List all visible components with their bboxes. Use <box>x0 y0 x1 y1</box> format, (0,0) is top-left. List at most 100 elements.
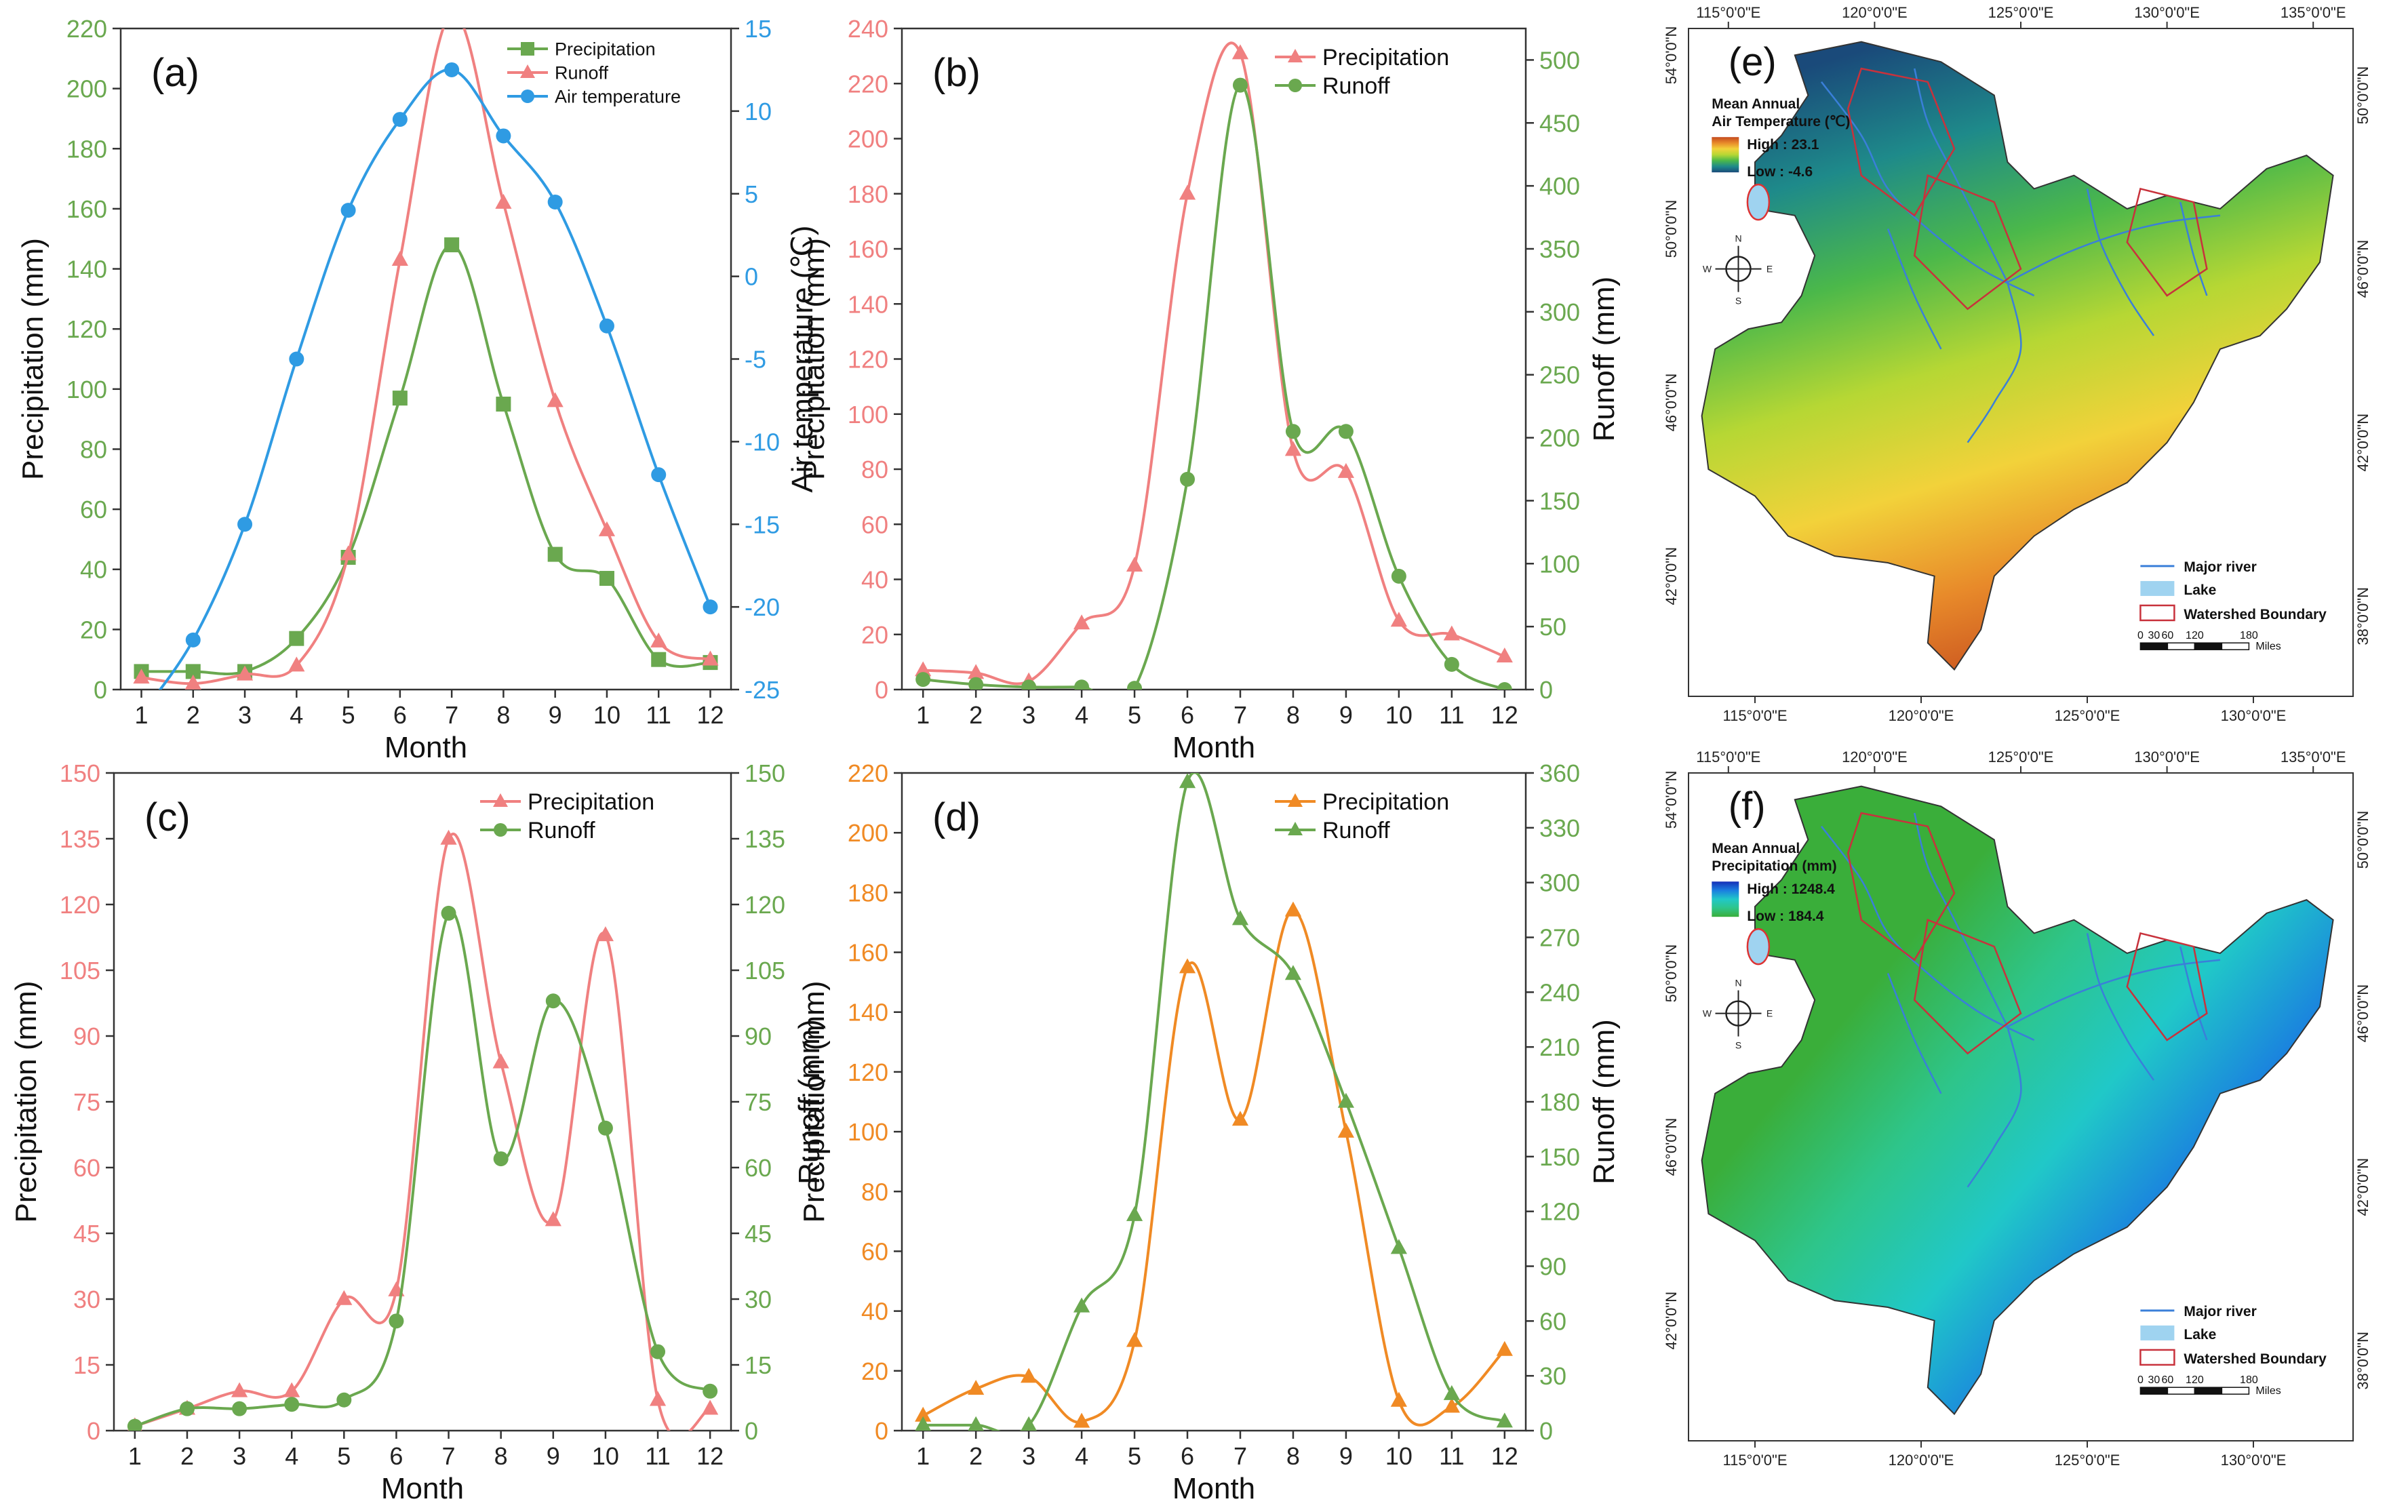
x-tick-label: 7 <box>442 1442 456 1470</box>
river-line <box>2179 946 2208 1041</box>
data-point <box>392 391 408 406</box>
compass-n: N <box>1735 233 1741 244</box>
legend-watershed-label: Watershed Boundary <box>2184 607 2327 622</box>
y-left-tick-label: 220 <box>66 15 107 43</box>
y-left-tick-label: 200 <box>848 819 888 847</box>
y-left-tick-label: 0 <box>875 1417 888 1445</box>
compass-w: W <box>1703 1008 1712 1019</box>
river-line <box>2007 959 2221 1028</box>
x-tick-label: 8 <box>1286 701 1300 729</box>
y-right-tick-label: 240 <box>1539 978 1580 1006</box>
y-left-tick-label: 40 <box>861 1298 888 1326</box>
data-point <box>1338 424 1354 439</box>
map-bottom-tick-label: 130°0'0"E <box>2221 1452 2287 1469</box>
data-point <box>440 829 457 845</box>
y-left-tick-label: 120 <box>848 346 888 374</box>
chart-panel-d: 1 2 3 4 5 6 7 8 9 10 11 120204060801001201401601802… <box>797 759 1621 1505</box>
map-left-tick-label: 54°0'0"N <box>1663 771 1680 829</box>
data-point <box>1126 1206 1143 1221</box>
map-bottom-tick-label: 130°0'0"E <box>2221 707 2287 724</box>
data-point <box>597 1120 613 1136</box>
scale-bar-segment <box>2167 642 2196 650</box>
series-line <box>158 68 712 690</box>
data-point <box>702 1399 719 1415</box>
y-right-tick-label: 60 <box>745 1154 772 1182</box>
y-left-tick-label: 200 <box>848 125 888 153</box>
y-right-tick-label: 90 <box>1539 1253 1566 1281</box>
x-tick-label: 12 <box>1491 701 1518 729</box>
data-point <box>703 599 718 615</box>
legend-swatch-marker <box>521 42 534 56</box>
data-point <box>703 1383 718 1399</box>
map-bottom-tick-label: 115°0'0"E <box>1722 707 1787 724</box>
y-left-tick-label: 80 <box>80 435 107 463</box>
data-point <box>545 1211 561 1227</box>
y-left-tick-label: 150 <box>60 759 100 787</box>
land-area <box>1701 785 2334 1416</box>
map-panel-f: 115°0'0"E 120°0'0"E 125°0'0"E 130°0'0"E 135°… <box>1663 749 2371 1469</box>
compass-w: W <box>1703 264 1712 275</box>
map-left-tick-label: 50°0'0"N <box>1663 944 1680 1003</box>
x-tick-label: 5 <box>342 701 355 729</box>
y-right-tick-label: 180 <box>1539 1088 1580 1116</box>
compass-s: S <box>1735 296 1741 306</box>
data-point <box>598 521 616 536</box>
legend: Precipitation Runoff Air temperature <box>507 39 681 106</box>
y-right-tick-label: 0 <box>1539 1417 1553 1445</box>
y-right-tick-label: 360 <box>1539 759 1580 787</box>
legend-swatch-marker <box>1288 793 1303 807</box>
data-point <box>443 5 460 20</box>
data-point <box>340 545 357 561</box>
data-point <box>288 656 305 672</box>
x-tick-label: 8 <box>1286 1442 1300 1470</box>
scale-bar-unit: Miles <box>2255 641 2281 652</box>
y-right-tick-label: 150 <box>1539 487 1580 515</box>
x-tick-label: 6 <box>1181 701 1194 729</box>
legend-lake-label: Lake <box>2184 582 2216 598</box>
series-runoff <box>915 77 1512 690</box>
x-tick-label: 5 <box>1128 701 1141 729</box>
y-left-tick-label: 20 <box>861 621 888 649</box>
legend-swatch-marker <box>1288 79 1302 92</box>
x-tick-label: 3 <box>233 1442 246 1470</box>
map-left-tick-label: 42°0'0"N <box>1663 547 1680 605</box>
data-point <box>289 631 304 646</box>
data-point <box>237 517 253 532</box>
data-point <box>597 926 614 942</box>
y-right-tick-label: 30 <box>745 1286 772 1313</box>
x-tick-label: 1 <box>916 1442 930 1470</box>
y-left-tick-label: 120 <box>60 891 100 919</box>
data-point <box>336 1392 352 1408</box>
legend-label: Air temperature <box>555 86 681 106</box>
x-tick-label: 4 <box>1075 1442 1088 1470</box>
map-top-tick-label: 130°0'0"E <box>2134 4 2200 21</box>
x-tick-label: 12 <box>696 701 724 729</box>
data-point <box>968 677 984 690</box>
scale-bar-label: 30 <box>2148 630 2160 641</box>
x-tick-label: 11 <box>645 1442 670 1470</box>
map-right-tick-label: 42°0'0"N <box>2354 1158 2371 1216</box>
legend-river-label: Major river <box>2184 1304 2256 1319</box>
series-line <box>923 41 1505 685</box>
compass-n: N <box>1735 978 1741 989</box>
y-right-tick-label: -15 <box>745 511 780 538</box>
plot-frame <box>901 772 1527 1432</box>
x-axis-label: Month <box>1172 1472 1255 1505</box>
y-left-tick-label: 105 <box>60 957 100 984</box>
map-top-tick-label: 120°0'0"E <box>1842 4 1908 21</box>
data-point <box>336 1290 353 1305</box>
data-point <box>496 128 511 144</box>
map-top-tick-label: 120°0'0"E <box>1842 749 1908 765</box>
y-right-tick-label: 500 <box>1539 46 1580 74</box>
data-point <box>547 194 563 210</box>
series-line <box>922 83 1505 690</box>
y-right-tick-label: 270 <box>1539 924 1580 952</box>
map-legend-subtitle: Air Temperature (℃) <box>1712 114 1850 130</box>
legend-label: Precipitation <box>1322 789 1449 815</box>
series-precipitation <box>134 237 718 679</box>
map-left-tick-label: 50°0'0"N <box>1663 200 1680 258</box>
river-line <box>1887 973 1942 1094</box>
x-tick-label: 11 <box>1439 1442 1464 1470</box>
watershed-boundary <box>1847 812 1956 961</box>
data-point <box>1391 568 1406 584</box>
